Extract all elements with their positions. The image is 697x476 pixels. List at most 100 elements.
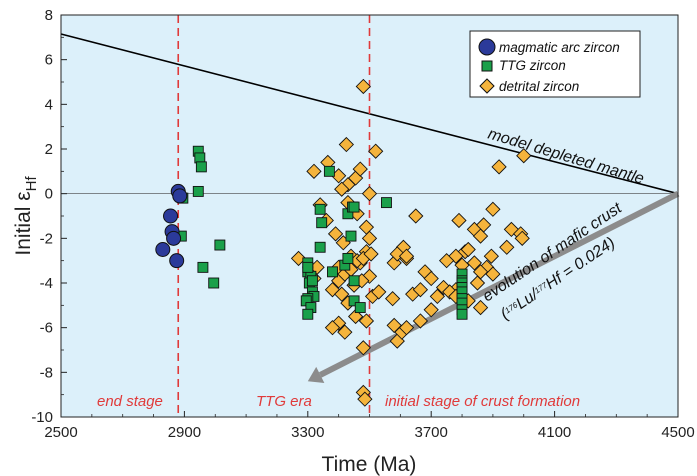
point-magmatic-arc — [166, 230, 182, 246]
point-detrital — [334, 286, 350, 302]
data-points — [155, 78, 532, 407]
point-detrital — [423, 270, 439, 287]
x-tick-label: 2900 — [168, 424, 201, 441]
point-detrital — [385, 290, 401, 307]
point-detrital — [352, 161, 368, 177]
point-detrital — [371, 284, 387, 300]
point-ttg — [327, 266, 338, 278]
point-detrital — [358, 313, 375, 329]
point-ttg — [323, 165, 335, 177]
y-tick-label: -6 — [40, 320, 53, 337]
x-tick-label: 4100 — [538, 424, 571, 441]
point-detrital — [472, 228, 489, 244]
point-detrital — [361, 230, 378, 246]
y-tick-label: 4 — [45, 96, 53, 113]
y-tick-label: 6 — [45, 52, 53, 69]
point-magmatic-arc — [163, 208, 179, 224]
point-ttg — [348, 275, 360, 287]
point-detrital — [472, 299, 489, 316]
arrow-head — [307, 366, 325, 383]
point-detrital — [355, 78, 371, 95]
y-tick-label: 0 — [45, 186, 53, 203]
point-detrital — [355, 340, 371, 356]
point-detrital — [429, 288, 446, 305]
point-detrital — [483, 248, 499, 264]
legend-label-detrital: detrital zircon — [499, 79, 579, 94]
point-detrital — [338, 136, 354, 153]
legend-marker-ttg — [481, 60, 493, 72]
annotation-initial-stage: initial stage of crust formation — [385, 393, 580, 410]
y-axis-title: Initial εHf — [12, 176, 40, 256]
point-detrital — [357, 391, 373, 407]
x-tick-label: 2500 — [44, 424, 77, 441]
point-ttg — [354, 302, 366, 314]
x-axis-title: Time (Ma) — [322, 453, 417, 476]
point-detrital — [361, 186, 378, 202]
point-detrital — [438, 253, 455, 269]
point-detrital — [408, 208, 424, 224]
point-ttg — [208, 277, 220, 289]
point-ttg — [348, 295, 360, 307]
x-tick-label: 3300 — [291, 424, 324, 441]
point-detrital — [466, 255, 483, 271]
point-ttg — [381, 197, 392, 209]
point-detrital — [499, 239, 515, 255]
point-detrital — [460, 241, 476, 258]
annotation-end-stage: end stage — [97, 393, 163, 410]
point-detrital — [469, 275, 486, 291]
y-axis-ticks: 8 6 4 2 0 -2 -4 -6 -8 -10 — [31, 7, 67, 426]
x-tick-label: 3700 — [415, 424, 448, 441]
point-detrital — [324, 320, 341, 336]
point-magmatic-arc — [155, 242, 171, 257]
y-tick-label: -8 — [40, 364, 53, 381]
point-ttg — [302, 261, 314, 273]
legend-label-ttg: TTG zircon — [499, 58, 566, 73]
vertical-dashed-lines — [177, 15, 371, 417]
point-detrital — [334, 181, 350, 197]
legend-marker-magmatic-arc — [478, 38, 496, 56]
legend-marker-detrital — [479, 78, 495, 94]
point-ttg — [214, 239, 226, 251]
legend: magmatic arc zircon TTG zircon detrital … — [469, 30, 641, 98]
annotation-ttg-era: TTG era — [256, 393, 312, 410]
point-detrital — [514, 230, 530, 246]
legend-label-magmatic-arc: magmatic arc zircon — [499, 40, 620, 55]
point-detrital — [485, 201, 501, 217]
x-axis-ticks: 2500 2900 3300 3700 4100 4500 — [44, 411, 695, 441]
point-detrital — [412, 282, 429, 298]
legend-box — [469, 30, 641, 98]
point-ttg — [456, 308, 468, 320]
point-detrital — [398, 248, 415, 264]
point-ttg — [195, 161, 207, 173]
y-axis-title-sub: Hf — [23, 176, 40, 192]
point-ttg — [314, 241, 326, 253]
point-detrital — [476, 217, 492, 233]
y-tick-label: 8 — [45, 7, 53, 24]
point-detrital — [516, 148, 532, 164]
crust-evolution-arrow — [307, 190, 680, 383]
point-detrital — [423, 302, 439, 318]
point-detrital — [363, 246, 379, 262]
point-detrital — [485, 266, 501, 282]
point-detrital — [451, 212, 467, 229]
point-ttg — [345, 230, 357, 242]
y-tick-label: -10 — [31, 409, 53, 426]
point-ttg — [316, 217, 328, 229]
point-ttg — [197, 261, 209, 273]
point-detrital — [491, 159, 507, 175]
y-tick-label: -4 — [40, 275, 53, 292]
point-detrital — [306, 163, 322, 179]
point-magmatic-arc — [172, 188, 188, 204]
point-detrital — [290, 250, 307, 267]
y-tick-label: -2 — [40, 230, 53, 247]
point-detrital — [412, 313, 429, 329]
point-detrital — [389, 246, 405, 262]
point-detrital — [398, 320, 415, 336]
point-detrital — [368, 143, 384, 159]
point-ttg — [342, 252, 354, 264]
point-magmatic-arc — [169, 253, 185, 269]
x-tick-label: 4500 — [661, 424, 694, 441]
point-ttg — [348, 201, 360, 213]
point-ttg — [306, 275, 318, 287]
